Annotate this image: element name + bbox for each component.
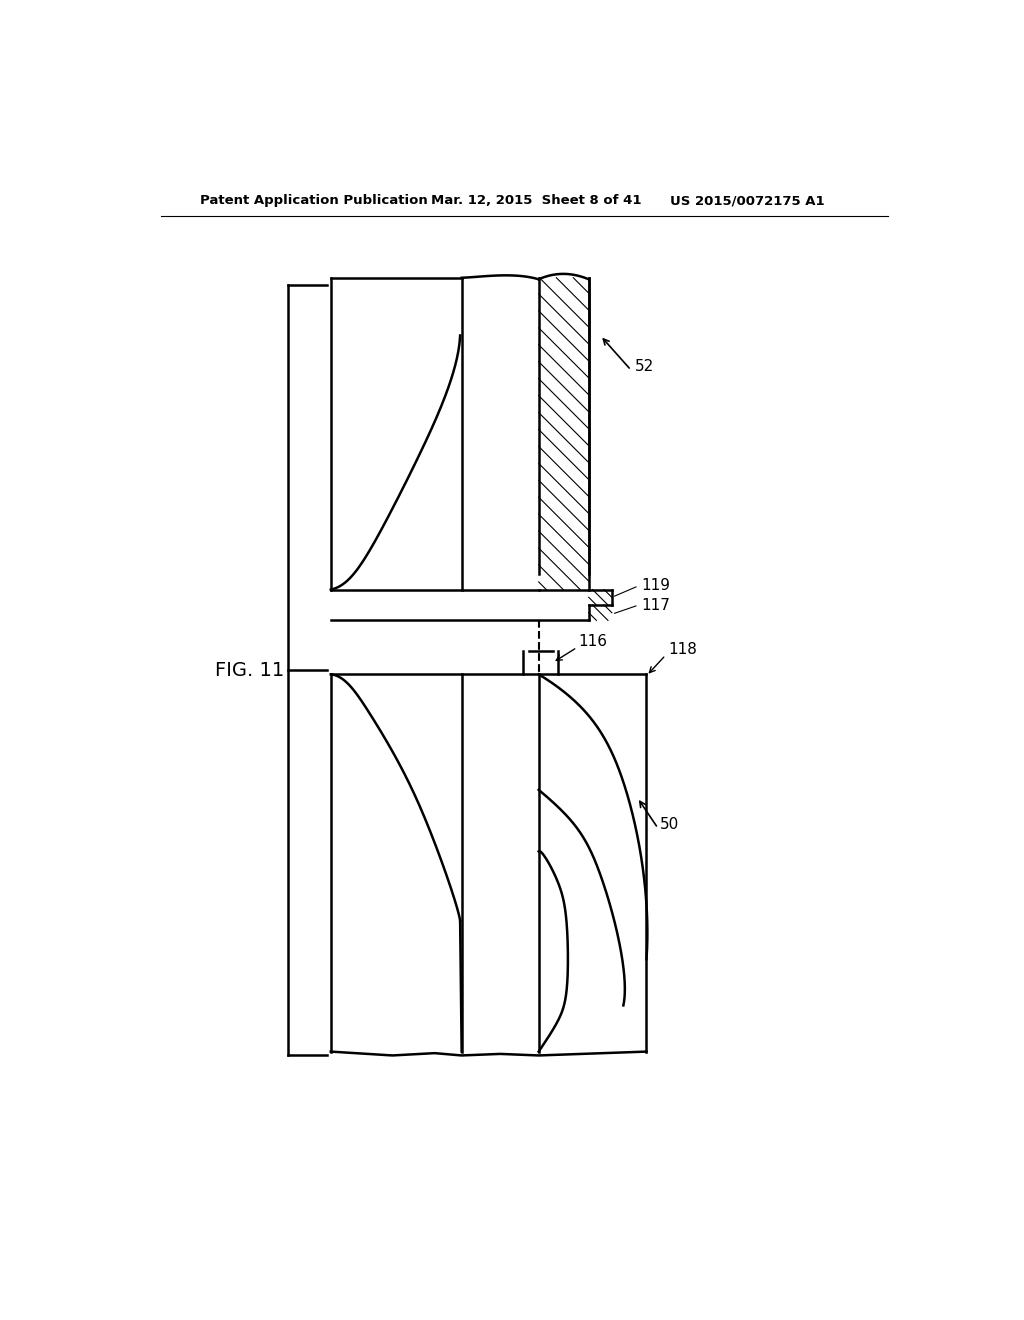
Text: Patent Application Publication: Patent Application Publication xyxy=(200,194,428,207)
Text: 116: 116 xyxy=(579,635,607,649)
Text: Mar. 12, 2015  Sheet 8 of 41: Mar. 12, 2015 Sheet 8 of 41 xyxy=(431,194,641,207)
Text: 118: 118 xyxy=(668,642,697,657)
Text: 52: 52 xyxy=(635,359,654,374)
Text: US 2015/0072175 A1: US 2015/0072175 A1 xyxy=(670,194,824,207)
Text: 119: 119 xyxy=(641,578,670,593)
Text: FIG. 11: FIG. 11 xyxy=(215,661,285,680)
Text: 117: 117 xyxy=(641,598,670,612)
Text: 50: 50 xyxy=(660,817,680,832)
